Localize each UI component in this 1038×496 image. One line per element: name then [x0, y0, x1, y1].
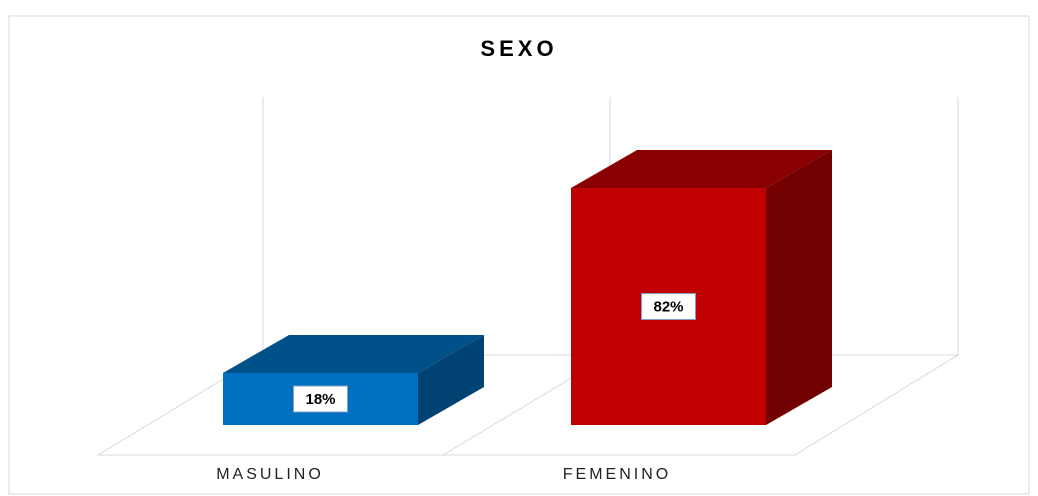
- chart-frame: [8, 15, 1030, 495]
- chart-title: SEXO: [480, 36, 557, 61]
- data-label-box: [293, 385, 348, 413]
- bar: [571, 150, 832, 425]
- data-label: 82%: [653, 298, 683, 315]
- bar: [223, 334, 484, 425]
- x-tick-label: MASULINO: [216, 466, 324, 483]
- plot-walls: [96, 97, 960, 456]
- bar-top: [223, 334, 484, 373]
- bar-side: [418, 334, 484, 425]
- bar-side: [766, 150, 832, 425]
- bar-top: [571, 150, 832, 189]
- data-label-box: [641, 293, 696, 321]
- data-label: 18%: [305, 391, 335, 408]
- x-tick-label: FEMENINO: [563, 466, 671, 483]
